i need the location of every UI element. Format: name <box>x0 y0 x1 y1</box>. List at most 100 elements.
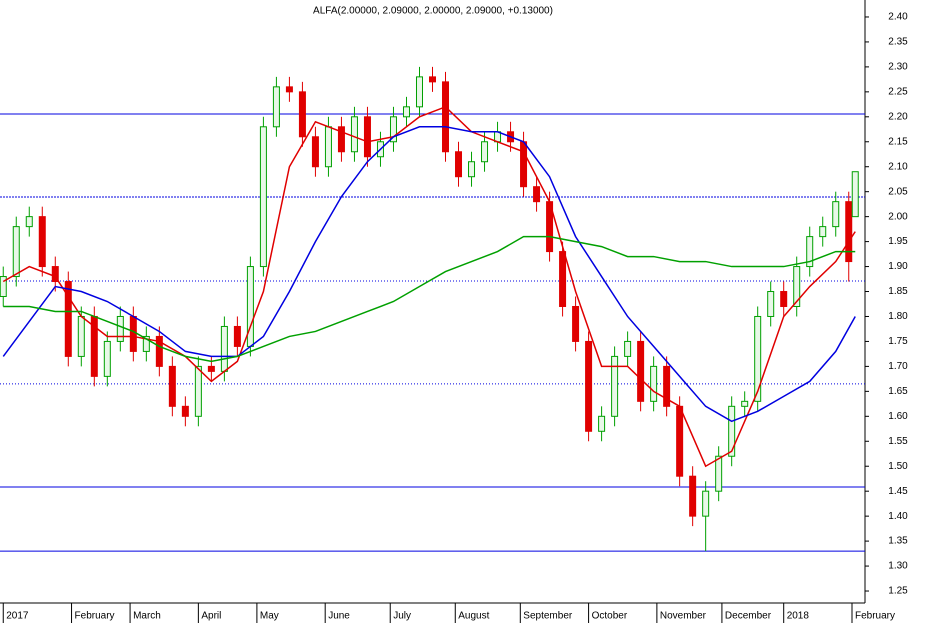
candle-body <box>298 91 306 138</box>
candle-body <box>702 490 710 517</box>
candle-body <box>402 106 410 118</box>
candle-body <box>468 161 476 178</box>
y-tick-label: 1.40 <box>888 511 908 522</box>
x-tick-label: 2017 <box>6 611 29 622</box>
y-tick-label: 2.40 <box>888 12 908 23</box>
y-tick-label: 1.95 <box>888 236 908 247</box>
y-tick-label: 2.30 <box>888 62 908 73</box>
candle-body <box>0 276 7 298</box>
candle-body <box>689 475 697 517</box>
candle-body <box>676 405 684 477</box>
candle-body <box>272 86 280 128</box>
candle-body <box>754 315 762 402</box>
candle-body <box>481 141 489 163</box>
y-tick-label: 2.25 <box>888 86 908 97</box>
y-tick-label: 2.05 <box>888 186 908 197</box>
y-tick-label: 1.35 <box>888 536 908 547</box>
candle-body <box>598 415 606 432</box>
x-tick-label: December <box>725 611 772 622</box>
candle-body <box>832 201 840 228</box>
candle-body <box>585 340 593 432</box>
y-tick-label: 1.45 <box>888 486 908 497</box>
x-tick-label: July <box>393 611 411 622</box>
candle-body <box>559 251 567 307</box>
y-tick-label: 2.20 <box>888 111 908 122</box>
x-tick-label: May <box>260 611 279 622</box>
candle-body <box>181 405 189 417</box>
candle-body <box>415 76 423 108</box>
candle-body <box>851 171 859 218</box>
y-tick-label: 1.50 <box>888 461 908 472</box>
y-tick-label: 2.35 <box>888 37 908 48</box>
chart-title: ALFA(2.00000, 2.09000, 2.00000, 2.09000,… <box>313 6 553 17</box>
candle-body <box>129 315 137 352</box>
x-tick-label: April <box>201 611 221 622</box>
candle-body <box>12 226 20 278</box>
candle-body <box>624 340 632 357</box>
x-tick-label: September <box>523 611 573 622</box>
candle-body <box>103 340 111 377</box>
candle-body <box>429 76 436 83</box>
candle-body <box>25 216 33 228</box>
y-tick-label: 2.15 <box>888 136 908 147</box>
candle-body <box>207 365 215 372</box>
candle-body <box>246 266 254 347</box>
candle-body <box>845 201 853 263</box>
candle-body <box>168 365 176 407</box>
moving-average <box>3 235 856 363</box>
x-tick-label: November <box>660 611 707 622</box>
y-tick-label: 1.60 <box>888 411 908 422</box>
x-tick-label: February <box>855 611 895 622</box>
candle-body <box>77 315 85 357</box>
y-tick-label: 1.75 <box>888 336 908 347</box>
candle-body <box>350 116 358 153</box>
y-tick-label: 1.90 <box>888 261 908 272</box>
y-tick-label: 1.30 <box>888 561 908 572</box>
candle-body <box>311 136 319 168</box>
candle-body <box>220 325 228 372</box>
y-tick-label: 1.55 <box>888 436 908 447</box>
candle-body <box>337 126 345 153</box>
candle-body <box>363 116 371 158</box>
candle-body <box>780 291 788 307</box>
candle-body <box>389 116 397 143</box>
candle-body <box>715 455 723 492</box>
candle-body <box>637 340 645 402</box>
x-tick-label: February <box>75 611 115 622</box>
candle-body <box>728 405 736 457</box>
candle-body <box>806 236 814 268</box>
x-tick-label: October <box>592 611 628 622</box>
candle-body <box>324 126 332 168</box>
moving-average <box>2 105 856 468</box>
candle-body <box>793 266 801 307</box>
candle-body <box>767 291 775 317</box>
x-tick-label: 2018 <box>787 611 810 622</box>
candle-body <box>194 365 202 417</box>
y-tick-label: 1.80 <box>888 311 908 322</box>
candle-body <box>650 365 658 402</box>
y-tick-label: 1.65 <box>888 386 908 397</box>
x-tick-label: August <box>458 611 489 622</box>
candle-body <box>155 335 163 367</box>
x-tick-label: March <box>133 611 161 622</box>
y-tick-label: 2.00 <box>888 211 908 222</box>
candle-body <box>64 281 72 357</box>
candle-body <box>442 81 450 153</box>
candle-body <box>233 325 241 347</box>
candle-body <box>455 151 463 178</box>
candle-body <box>520 141 528 188</box>
candle-body <box>611 355 619 417</box>
y-tick-label: 2.10 <box>888 161 908 172</box>
candle-body <box>741 400 749 407</box>
candle-body <box>51 266 59 283</box>
candle-body <box>819 226 827 238</box>
y-tick-label: 1.85 <box>888 286 908 297</box>
y-tick-label: 1.70 <box>888 361 908 372</box>
y-tick-label: 1.25 <box>888 586 908 597</box>
candle-body <box>533 186 541 203</box>
candle-body <box>38 216 46 268</box>
candle-body <box>116 315 124 342</box>
candle-body <box>285 86 293 93</box>
candle-body <box>572 305 580 342</box>
